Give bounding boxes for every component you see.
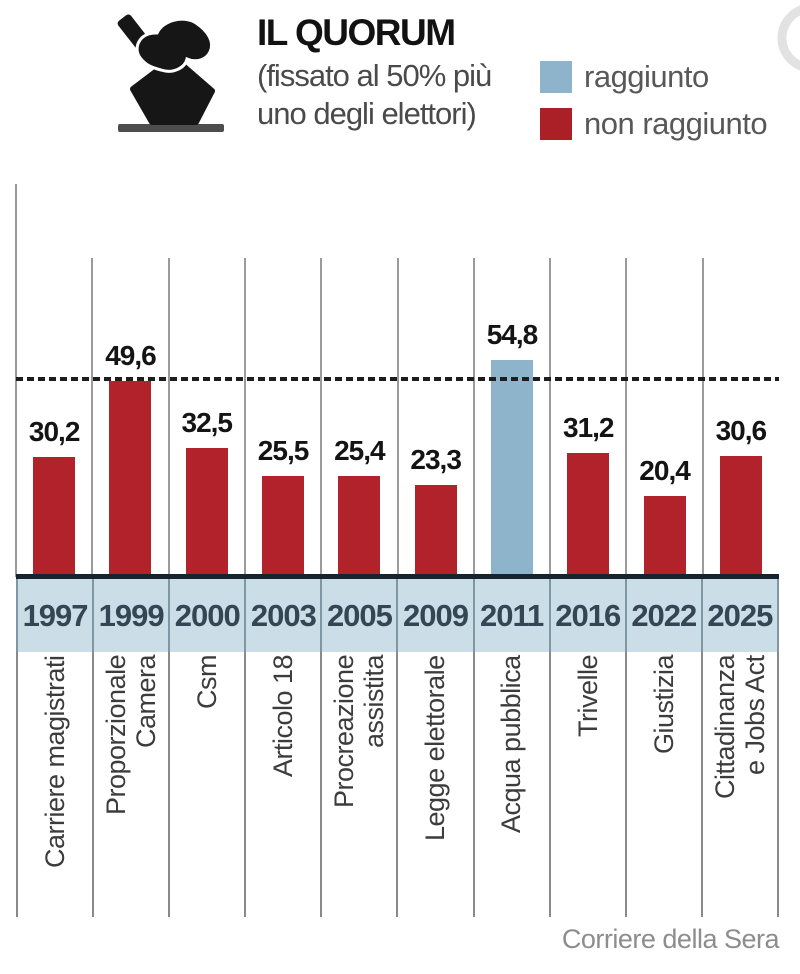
bar-2003-non-raggiunto <box>262 476 305 577</box>
category-cell-2009: Legge elettorale <box>396 652 472 917</box>
bar-2009-non-raggiunto <box>414 484 457 577</box>
legend-item-non-raggiunto: non raggiunto <box>540 106 768 142</box>
subtitle-line-1: (fissato al 50% più <box>257 58 492 93</box>
category-cell-2003: Articolo 18 <box>244 652 320 917</box>
x-axis-baseline <box>16 574 779 579</box>
category-cell-1999: Proporzionale Camera <box>92 652 168 917</box>
category-cell-2005: Procreazione assistita <box>320 652 396 917</box>
legend-label-raggiunto: raggiunto <box>584 59 709 94</box>
category-label: Proporzionale Camera <box>100 655 162 816</box>
category-label: Csm <box>192 655 223 709</box>
year-cell-2009: 2009 <box>396 579 472 652</box>
year-cell-2000: 2000 <box>168 579 244 652</box>
category-cell-2025: Cittadinanza e Jobs Act <box>700 652 777 917</box>
gridline <box>472 258 475 577</box>
voting-hand <box>135 17 214 73</box>
bar-2000-non-raggiunto <box>185 448 228 577</box>
bar-value-label-1997: 30,2 <box>28 416 80 448</box>
quorum-threshold-line <box>16 377 779 381</box>
category-cell-2016: Trivelle <box>548 652 625 917</box>
category-cell-1997: Carriere magistrati <box>18 652 92 917</box>
year-cell-2016: 2016 <box>548 579 625 652</box>
ballot-box-slot <box>118 124 224 132</box>
year-cell-1997: 1997 <box>22 597 89 633</box>
plot-area: 30,2 49,6 32,5 25,5 25,4 23,3 54,8 31,2 20,4 30,6 <box>15 184 779 577</box>
gridline <box>167 258 170 577</box>
category-cell-2022: Giustizia <box>624 652 701 917</box>
category-label: Articolo 18 <box>268 655 299 778</box>
legend-swatch-raggiunto <box>540 61 572 93</box>
gridline <box>320 258 323 577</box>
category-label: Cittadinanza e Jobs Act <box>709 655 770 800</box>
bar-value-label-2005: 25,4 <box>334 435 385 467</box>
folded-ballot-shape <box>130 55 215 125</box>
year-cell-2025: 2025 <box>700 579 777 652</box>
ballot-box-vote-icon <box>100 4 240 144</box>
year-cell-1999: 1999 <box>92 579 168 652</box>
legend-item-raggiunto: raggiunto <box>540 59 767 95</box>
legend-swatch-non-raggiunto <box>540 108 572 140</box>
category-label: Procreazione assistita <box>329 655 390 809</box>
bar-value-label-2000: 32,5 <box>181 407 233 439</box>
bar-value-label-2011: 54,8 <box>486 319 538 350</box>
source-credit: Corriere della Sera <box>561 924 780 954</box>
bar-value-label-2003: 25,5 <box>257 435 309 466</box>
bar-2011-raggiunto <box>490 360 533 577</box>
year-cell-2011: 2011 <box>472 579 549 652</box>
category-label: Carriere magistrati <box>39 655 70 868</box>
bar-1997-non-raggiunto <box>33 457 76 577</box>
bar-1999-non-raggiunto <box>109 380 152 577</box>
bar-2016-non-raggiunto <box>567 453 610 577</box>
gridline <box>91 258 94 577</box>
year-cell-2022: 2022 <box>624 579 701 652</box>
category-cell-2000: Csm <box>168 652 244 917</box>
legend: raggiunto non raggiunto <box>540 59 768 142</box>
category-label: Trivelle <box>572 655 603 738</box>
bar-2005-non-raggiunto <box>338 476 381 577</box>
chart-subtitle: (fissato al 50% più uno degli elettori) <box>257 57 492 133</box>
bar-value-label-2025: 30,6 <box>715 414 767 446</box>
gridline <box>625 258 628 577</box>
category-labels: Carriere magistrati Proporzionale Camera C… <box>16 652 779 917</box>
year-band: 1997 1999 2000 2003 2005 2009 2011 2016 2022 2025 <box>16 579 779 652</box>
legend-label-non-raggiunto: non raggiunto <box>584 106 768 141</box>
gridline <box>396 258 399 577</box>
subtitle-line-2: uno degli elettori) <box>257 95 477 131</box>
category-label: Legge elettorale <box>420 655 451 841</box>
cropped-edge-artifact <box>777 5 800 71</box>
category-label: Acqua pubblica <box>496 655 527 833</box>
category-cell-2011: Acqua pubblica <box>472 652 549 917</box>
year-cell-2005: 2005 <box>320 579 396 652</box>
year-cell-2003: 2003 <box>244 579 320 652</box>
bar-2025-non-raggiunto <box>719 455 762 577</box>
chart-title: IL QUORUM <box>257 12 456 53</box>
bar-value-label-2009: 23,3 <box>410 443 461 475</box>
bar-value-label-2016: 31,2 <box>563 412 614 444</box>
gridline <box>243 258 246 577</box>
bar-2022-non-raggiunto <box>643 496 686 577</box>
gridline <box>701 258 704 577</box>
category-label: Giustizia <box>648 655 679 755</box>
bar-value-label-1999: 49,6 <box>105 339 156 371</box>
bar-value-label-2022: 20,4 <box>639 455 690 487</box>
gridline <box>549 258 552 577</box>
